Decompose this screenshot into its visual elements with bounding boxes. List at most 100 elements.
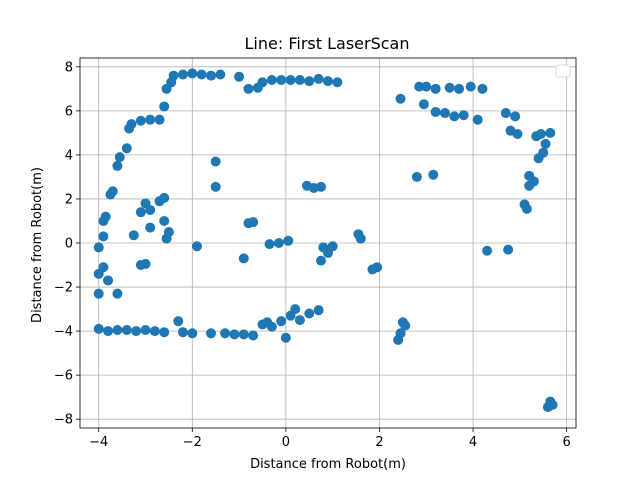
scan-point	[169, 71, 179, 81]
scan-point	[262, 317, 272, 327]
scan-point	[466, 82, 476, 92]
scan-point	[145, 115, 155, 125]
scan-point	[192, 241, 202, 251]
scan-point	[122, 143, 132, 153]
scan-point	[257, 77, 267, 87]
scan-point	[173, 316, 183, 326]
scan-point	[197, 70, 207, 80]
scan-point	[372, 262, 382, 272]
scan-point	[211, 182, 221, 192]
scan-point	[503, 245, 513, 255]
scan-point	[124, 123, 134, 133]
scan-point	[159, 327, 169, 337]
scan-point	[136, 260, 146, 270]
y-tick-label: 4	[65, 148, 73, 163]
x-axis-label: Distance from Robot(m)	[250, 457, 406, 472]
scan-point	[421, 82, 431, 92]
scan-point	[454, 84, 464, 94]
y-tick-label: −2	[54, 281, 73, 296]
scan-point	[94, 289, 104, 299]
scan-point	[295, 75, 305, 85]
scan-point	[239, 253, 249, 263]
scan-point	[522, 204, 532, 214]
scan-point	[220, 328, 230, 338]
scan-point	[328, 241, 338, 251]
scan-point	[211, 157, 221, 167]
scan-point	[145, 223, 155, 233]
x-tick-label: 2	[375, 435, 383, 450]
y-tick-label: −6	[54, 369, 73, 384]
scan-point	[548, 400, 558, 410]
scan-point	[187, 68, 197, 78]
scan-point	[545, 128, 555, 138]
scan-point	[155, 115, 165, 125]
scan-point	[234, 72, 244, 82]
scan-point	[541, 139, 551, 149]
y-tick-label: −8	[54, 413, 73, 428]
scan-point	[178, 327, 188, 337]
scan-point	[393, 335, 403, 345]
x-tick-label: 6	[563, 435, 571, 450]
y-tick-label: 2	[65, 192, 73, 207]
scan-point	[419, 99, 429, 109]
scan-point	[248, 217, 258, 227]
scan-point	[510, 111, 520, 121]
y-tick-label: −4	[54, 325, 73, 340]
scan-point	[178, 70, 188, 80]
chart-title: Line: First LaserScan	[245, 34, 410, 53]
x-tick-label: −4	[89, 435, 108, 450]
scan-point	[136, 207, 146, 217]
y-tick-label: 8	[65, 60, 73, 75]
scan-point	[206, 71, 216, 81]
scan-point	[98, 231, 108, 241]
scan-point	[122, 325, 132, 335]
scan-point	[98, 216, 108, 226]
scan-point	[94, 324, 104, 334]
scan-point	[477, 84, 487, 94]
scan-point	[159, 193, 169, 203]
scan-point	[265, 239, 275, 249]
scan-point	[482, 246, 492, 256]
scan-point	[332, 77, 342, 87]
scan-point	[243, 84, 253, 94]
scan-point	[239, 329, 249, 339]
scan-point	[459, 110, 469, 120]
scan-point	[267, 75, 277, 85]
scan-point	[304, 76, 314, 86]
scan-point	[129, 230, 139, 240]
scan-point	[141, 325, 151, 335]
scan-point	[112, 161, 122, 171]
scan-point	[304, 308, 314, 318]
scan-point	[94, 269, 104, 279]
scan-point	[412, 172, 422, 182]
scan-point	[449, 111, 459, 121]
scan-point	[103, 326, 113, 336]
legend-box	[556, 65, 570, 77]
scan-point	[396, 94, 406, 104]
scan-point	[105, 190, 115, 200]
scan-point	[131, 326, 141, 336]
scan-point	[290, 304, 300, 314]
x-tick-label: 0	[282, 435, 290, 450]
scan-point	[316, 256, 326, 266]
scan-point	[159, 101, 169, 111]
scan-point	[276, 316, 286, 326]
scan-point	[316, 182, 326, 192]
scan-point	[440, 108, 450, 118]
scan-point	[162, 234, 172, 244]
scan-point	[276, 75, 286, 85]
scan-point	[431, 84, 441, 94]
scan-point	[206, 328, 216, 338]
scan-point	[115, 152, 125, 162]
scan-point	[314, 305, 324, 315]
scan-point	[150, 326, 160, 336]
scan-point	[473, 115, 483, 125]
scan-point	[536, 129, 546, 139]
scan-point	[314, 74, 324, 84]
y-axis-label: Distance from Robot(m)	[30, 167, 45, 323]
scan-point	[295, 315, 305, 325]
scan-point	[274, 238, 284, 248]
scan-point	[248, 331, 258, 341]
scan-point	[286, 75, 296, 85]
